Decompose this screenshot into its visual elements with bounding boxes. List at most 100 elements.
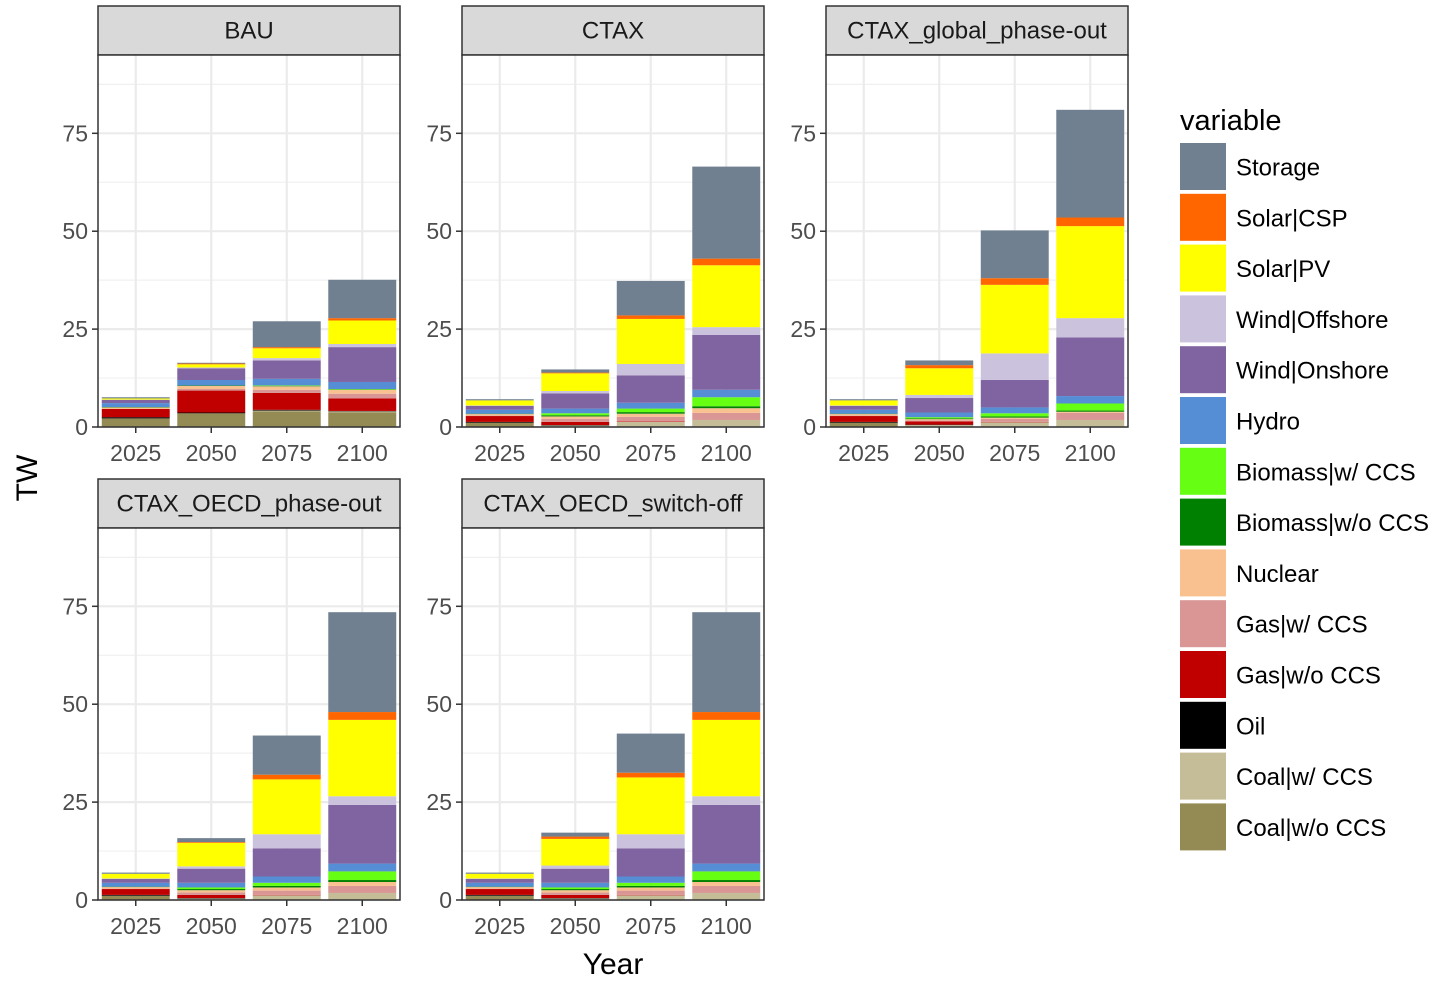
- bar-segment-ctax-global-phase-out-2075-hydro: [980, 407, 1049, 414]
- bar-segment-ctax-oecd-phase-out-2075-gas-w-ccs: [252, 890, 321, 895]
- bar-segment-ctax-global-phase-out-2050-biomass-w-o-ccs: [905, 418, 974, 420]
- x-tick-label: 2100: [1065, 440, 1116, 466]
- bar-segment-bau-2075-solar-csp: [252, 347, 321, 349]
- bar-segment-bau-2075-hydro: [252, 378, 321, 386]
- bar-segment-ctax-global-phase-out-2100-hydro: [1056, 396, 1125, 404]
- bar-segment-ctax-global-phase-out-2075-solar-pv: [980, 284, 1049, 354]
- bar-segment-ctax-oecd-switch-off-2075-solar-csp: [616, 772, 685, 778]
- bar-segment-ctax-2050-biomass-w-ccs: [541, 413, 610, 416]
- bar-segment-ctax-oecd-phase-out-2050-nuclear: [177, 890, 246, 893]
- bar-segment-bau-2025-oil: [101, 417, 170, 419]
- bar-segment-ctax-global-phase-out-2050-solar-pv: [905, 368, 974, 395]
- bar-segment-ctax-2050-wind-offshore: [541, 390, 610, 394]
- bar-segment-bau-2100-solar-pv: [328, 320, 397, 344]
- x-tick-label: 2050: [186, 913, 237, 939]
- bar-segment-ctax-global-phase-out-2075-biomass-w-ccs: [980, 413, 1049, 417]
- bar-segment-ctax-global-phase-out-2050-wind-offshore: [905, 394, 974, 399]
- bar-segment-ctax-oecd-phase-out-2050-wind-onshore: [177, 868, 246, 883]
- bar-segment-ctax-global-phase-out-2025-hydro: [829, 409, 898, 414]
- bar-segment-ctax-oecd-phase-out-2075-solar-csp: [252, 774, 321, 780]
- x-tick-label: 2100: [337, 440, 388, 466]
- bar-segment-ctax-oecd-phase-out-2075-hydro: [252, 876, 321, 883]
- bar-segment-ctax-oecd-phase-out-2100-coal-w-ccs: [328, 892, 397, 900]
- legend-label-hydro: Hydro: [1236, 409, 1300, 436]
- bar-segment-ctax-2050-solar-csp: [541, 372, 610, 374]
- bar-segment-ctax-global-phase-out-2075-biomass-w-o-ccs: [980, 416, 1049, 418]
- x-tick-label: 2100: [701, 913, 752, 939]
- bar-segment-ctax-2025-wind-onshore: [465, 405, 534, 410]
- bar-segment-ctax-2100-biomass-w-o-ccs: [692, 406, 761, 409]
- bar-segment-ctax-oecd-phase-out-2100-nuclear: [328, 881, 397, 886]
- bar-segment-ctax-2100-gas-w-ccs: [692, 412, 761, 420]
- panel-border-ctax: [461, 54, 765, 428]
- x-tick-label: 2075: [989, 440, 1040, 466]
- y-tick-label: 75: [790, 120, 816, 146]
- bar-segment-bau-2100-coal-w-ccs: [328, 411, 397, 413]
- y-tick-label: 0: [75, 414, 88, 440]
- bar-segment-ctax-oecd-phase-out-2075-storage: [252, 735, 321, 775]
- legend-label-coal-w-o-ccs: Coal|w/o CCS: [1236, 815, 1386, 842]
- bar-segment-ctax-global-phase-out-2075-solar-csp: [980, 278, 1049, 285]
- bar-segment-ctax-oecd-phase-out-2100-solar-pv: [328, 719, 397, 797]
- bar-segment-ctax-oecd-switch-off-2075-biomass-w-ccs: [616, 882, 685, 886]
- bar-segment-ctax-2050-nuclear: [541, 416, 610, 419]
- bar-segment-ctax-oecd-switch-off-2075-nuclear: [616, 887, 685, 891]
- bar-segment-ctax-oecd-phase-out-2025-storage: [101, 872, 170, 874]
- bar-segment-ctax-global-phase-out-2050-biomass-w-ccs: [905, 417, 974, 419]
- bar-segment-ctax-global-phase-out-2050-gas-w-ccs: [905, 420, 974, 422]
- bar-segment-bau-2050-oil: [177, 412, 246, 414]
- y-tick-label: 75: [426, 593, 452, 619]
- y-tick-label: 0: [439, 414, 452, 440]
- y-tick-label: 50: [62, 691, 88, 717]
- bar-segment-bau-2075-coal-w-o-ccs: [252, 411, 321, 427]
- bar-segment-bau-2050-hydro: [177, 380, 246, 386]
- bar-segment-bau-2025-solar-pv: [101, 398, 170, 400]
- bar-segment-ctax-oecd-phase-out-2100-biomass-w-o-ccs: [328, 880, 397, 882]
- bar-segment-ctax-2100-wind-onshore: [692, 334, 761, 390]
- bar-segment-bau-2075-nuclear: [252, 386, 321, 390]
- bar-segment-bau-2050-wind-onshore: [177, 368, 246, 381]
- panel-border-ctax-oecd-switch-off: [461, 527, 765, 901]
- bar-segment-ctax-oecd-switch-off-2100-wind-onshore: [692, 804, 761, 864]
- bar-segment-ctax-global-phase-out-2025-oil: [829, 421, 898, 423]
- panel-title-ctax-oecd-phase-out: CTAX_OECD_phase-out: [116, 491, 381, 518]
- bar-segment-ctax-oecd-switch-off-2100-solar-csp: [692, 712, 761, 720]
- bar-segment-ctax-global-phase-out-2075-storage: [980, 230, 1049, 279]
- bar-segment-ctax-oecd-switch-off-2025-storage: [465, 872, 534, 874]
- bar-segment-bau-2075-oil: [252, 409, 321, 411]
- bar-segment-bau-2100-gas-w-ccs: [328, 393, 397, 399]
- bar-segment-ctax-2075-gas-w-ccs: [616, 416, 685, 422]
- bar-segment-ctax-oecd-phase-out-2025-hydro: [101, 882, 170, 887]
- bar-segment-ctax-oecd-switch-off-2025-solar-pv: [465, 873, 534, 879]
- bar-segment-ctax-oecd-phase-out-2075-wind-offshore: [252, 834, 321, 849]
- bar-segment-ctax-global-phase-out-2050-wind-onshore: [905, 398, 974, 413]
- bar-segment-ctax-oecd-switch-off-2075-solar-pv: [616, 777, 685, 835]
- bar-segment-ctax-global-phase-out-2100-biomass-w-o-ccs: [1056, 410, 1125, 412]
- panel-title-bau: BAU: [224, 18, 273, 45]
- bar-segment-ctax-oecd-switch-off-2075-wind-offshore: [616, 834, 685, 849]
- y-tick-label: 25: [62, 789, 88, 815]
- legend-key-biomass-w-o-ccs: [1180, 498, 1226, 546]
- bar-segment-ctax-oecd-phase-out-2050-coal-w-ccs: [177, 898, 246, 900]
- bar-segment-ctax-2100-biomass-w-ccs: [692, 397, 761, 407]
- bar-segment-ctax-global-phase-out-2050-storage: [905, 360, 974, 366]
- bar-segment-bau-2100-coal-w-o-ccs: [328, 412, 397, 427]
- bar-segment-ctax-global-phase-out-2075-coal-w-ccs: [980, 422, 1049, 427]
- bar-segment-ctax-global-phase-out-2100-coal-w-ccs: [1056, 419, 1125, 427]
- panel-title-ctax: CTAX: [582, 18, 644, 45]
- bar-segment-bau-2100-gas-w-o-ccs: [328, 398, 397, 411]
- y-tick-label: 75: [62, 120, 88, 146]
- bar-segment-ctax-2025-oil: [465, 421, 534, 423]
- bar-segment-ctax-2025-solar-pv: [465, 400, 534, 406]
- bar-segment-ctax-oecd-phase-out-2025-nuclear: [101, 887, 170, 889]
- bar-segment-bau-2025-nuclear: [101, 407, 170, 409]
- bar-segment-ctax-oecd-switch-off-2050-gas-w-ccs: [541, 892, 610, 895]
- bar-segment-ctax-oecd-phase-out-2025-wind-onshore: [101, 878, 170, 883]
- bar-segment-bau-2050-gas-w-o-ccs: [177, 390, 246, 413]
- legend-label-storage: Storage: [1236, 155, 1320, 182]
- legend-key-storage: [1180, 143, 1226, 190]
- x-tick-label: 2075: [625, 440, 676, 466]
- bar-segment-ctax-oecd-switch-off-2050-gas-w-o-ccs: [541, 894, 610, 899]
- bar-segment-ctax-oecd-phase-out-2075-biomass-w-ccs: [252, 882, 321, 886]
- bar-segment-ctax-oecd-switch-off-2050-solar-csp: [541, 836, 610, 839]
